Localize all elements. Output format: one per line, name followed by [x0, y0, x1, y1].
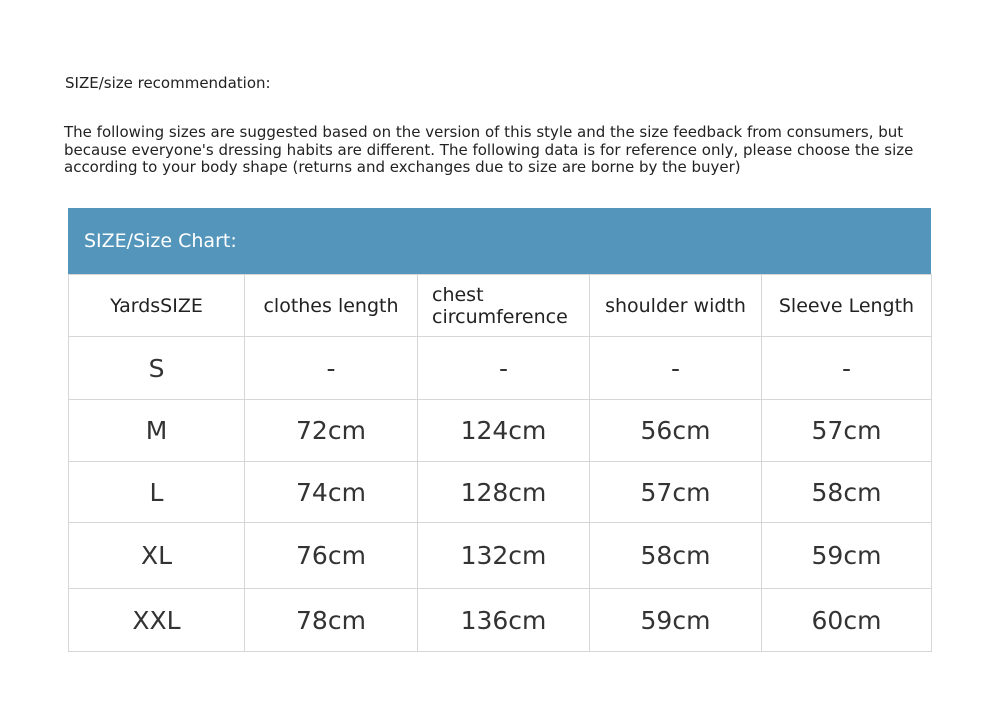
- table-row: S----: [68, 336, 932, 400]
- cell-size: M: [68, 399, 245, 462]
- cell-clothes-length: 76cm: [244, 522, 418, 589]
- cell-sleeve: 57cm: [761, 399, 932, 462]
- cell-clothes-length: 78cm: [244, 588, 418, 652]
- size-table: YardsSIZE clothes length chest circumfer…: [68, 274, 932, 652]
- header-shoulder: shoulder width: [589, 274, 762, 337]
- cell-shoulder: 56cm: [589, 399, 762, 462]
- cell-clothes-length: -: [244, 336, 418, 400]
- cell-chest: 124cm: [417, 399, 590, 462]
- header-clothes-length: clothes length: [244, 274, 418, 337]
- table-row: L 74cm 128cm 57cm 58cm: [68, 461, 932, 523]
- cell-shoulder: 59cm: [589, 588, 762, 652]
- cell-size: S: [68, 336, 245, 400]
- cell-chest: 128cm: [417, 461, 590, 523]
- cell-shoulder: 58cm: [589, 522, 762, 589]
- table-row: XL 76cm 132cm 58cm 59cm: [68, 522, 932, 589]
- cell-clothes-length: 72cm: [244, 399, 418, 462]
- header-chest: chest circumference: [417, 274, 590, 337]
- page-title: SIZE/size recommendation:: [65, 74, 271, 92]
- cell-clothes-length: 74cm: [244, 461, 418, 523]
- header-size: YardsSIZE: [68, 274, 245, 337]
- cell-chest: 132cm: [417, 522, 590, 589]
- table-row: XXL 78cm 136cm 59cm 60cm: [68, 588, 932, 652]
- cell-sleeve: -: [761, 336, 932, 400]
- cell-chest: 136cm: [417, 588, 590, 652]
- cell-size: L: [68, 461, 245, 523]
- table-header-row: YardsSIZE clothes length chest circumfer…: [68, 274, 932, 337]
- cell-size: XXL: [68, 588, 245, 652]
- cell-size: XL: [68, 522, 245, 589]
- intro-text: The following sizes are suggested based …: [64, 123, 914, 176]
- table-row: M 72cm 124cm 56cm 57cm: [68, 399, 932, 462]
- cell-sleeve: 59cm: [761, 522, 932, 589]
- size-chart-banner: SIZE/Size Chart:: [68, 208, 931, 274]
- cell-sleeve: 60cm: [761, 588, 932, 652]
- cell-sleeve: 58cm: [761, 461, 932, 523]
- header-sleeve: Sleeve Length: [761, 274, 932, 337]
- cell-chest: -: [417, 336, 590, 400]
- cell-shoulder: -: [589, 336, 762, 400]
- size-chart: SIZE/Size Chart: YardsSIZE clothes lengt…: [68, 208, 932, 652]
- cell-shoulder: 57cm: [589, 461, 762, 523]
